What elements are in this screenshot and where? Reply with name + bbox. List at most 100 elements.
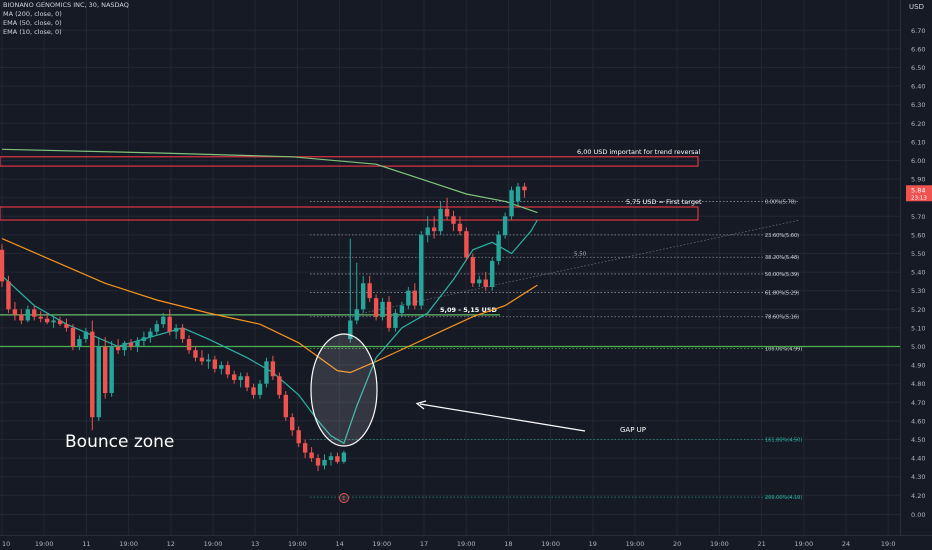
candle-body <box>173 327 179 332</box>
candle <box>83 327 89 343</box>
candle <box>296 426 301 447</box>
annotations[interactable]: Bounce zone GAP UP 5,50 E <box>65 252 646 503</box>
candle-body <box>225 365 230 375</box>
time-tick-label: 12 <box>167 540 175 548</box>
candle <box>438 201 443 235</box>
candle <box>451 210 456 232</box>
candle <box>509 186 514 221</box>
candle-body <box>77 339 82 347</box>
candle <box>464 227 469 261</box>
time-tick-label: 20 <box>673 540 681 548</box>
candle-body <box>6 281 11 310</box>
candle <box>457 216 463 235</box>
currency-label: USD <box>909 3 924 11</box>
price-tick-label: 6.60 <box>911 45 925 53</box>
candle <box>302 439 308 459</box>
legend-ema50[interactable]: EMA (50, close, 0) <box>3 19 62 27</box>
candle <box>122 340 127 356</box>
price-tick-label: 6.40 <box>911 83 925 91</box>
candle-body <box>148 331 153 338</box>
candle-body <box>309 452 314 459</box>
candle <box>412 283 417 310</box>
legend-ma200[interactable]: MA (200, close, 0) <box>3 10 62 18</box>
candle-body <box>496 234 501 261</box>
price-tick-label: 4.90 <box>911 362 925 370</box>
price-tick-label: 5.90 <box>911 176 925 184</box>
candle-body <box>199 357 205 362</box>
candle-body <box>44 318 50 323</box>
candle <box>19 309 24 325</box>
candle <box>264 357 269 388</box>
candle-body <box>431 227 437 232</box>
candle <box>90 320 95 431</box>
price-tick-label: 5.00 <box>911 343 925 351</box>
candle <box>341 450 347 464</box>
legend-symbol[interactable]: BIONANO GENOMICS INC, 30, NASDAQ <box>3 1 129 9</box>
candle-body <box>354 309 359 321</box>
candle-body <box>64 324 69 328</box>
fib-label: 200.00%(4.19) <box>765 495 802 501</box>
candle <box>483 272 488 291</box>
candle-body <box>96 346 101 418</box>
candle <box>348 238 353 343</box>
candle <box>367 275 372 302</box>
candle <box>328 452 334 466</box>
candle-body <box>399 305 405 314</box>
candle <box>393 309 398 332</box>
gap-up-arrowhead <box>415 400 427 410</box>
ma-line-1 <box>1 238 538 374</box>
candle <box>232 370 237 384</box>
fibonacci-retracement[interactable]: 0.00%(5.78) 23.60%(5.60) 38.20%(5.48) 50.00… <box>310 199 802 501</box>
resistance-zone-575 <box>0 206 699 221</box>
candle <box>490 257 495 291</box>
candle-body <box>335 456 340 462</box>
mid-label-550: 5,50 <box>574 252 587 258</box>
candle-body <box>161 316 166 325</box>
candle-body <box>244 376 250 388</box>
time-tick-label: 19:00 <box>457 540 476 548</box>
candle-body <box>328 456 334 460</box>
candles <box>0 182 527 472</box>
time-tick-label: 19:00 <box>626 540 645 548</box>
candle-body <box>83 331 89 340</box>
candle-body <box>361 283 366 310</box>
candle-body <box>270 361 276 377</box>
candle-body <box>296 430 301 444</box>
horizontal-levels[interactable]: 6,00 USD important for trend reversal 5,7… <box>0 148 900 348</box>
candle-body <box>12 309 18 315</box>
candle <box>257 379 263 399</box>
time-tick-label: 19:00 <box>541 540 560 548</box>
price-tick-label: 5.70 <box>911 213 925 221</box>
candle <box>57 316 63 327</box>
candle <box>135 337 140 353</box>
fib-label: 50.00%(5.39) <box>765 272 799 278</box>
price-tick-label: 0.00 <box>911 511 925 519</box>
gap-up-arrow <box>419 403 586 432</box>
candle <box>290 413 295 436</box>
candle-body <box>412 290 417 306</box>
candle <box>103 337 108 399</box>
candle <box>77 335 82 351</box>
candle <box>38 311 43 323</box>
candle <box>199 350 205 366</box>
price-tick-label: 4.50 <box>911 436 925 444</box>
candle <box>496 231 501 265</box>
price-tick-label: 4.60 <box>911 417 925 425</box>
candle <box>25 305 30 323</box>
candle-body <box>70 327 76 347</box>
candle <box>6 275 11 314</box>
candle-body <box>135 340 140 347</box>
time-tick-label: 19:00 <box>710 540 729 548</box>
candle <box>115 339 121 354</box>
legend-ema10[interactable]: EMA (10, close, 0) <box>3 28 62 36</box>
time-tick-label: 24 <box>842 540 850 548</box>
candle <box>70 324 76 351</box>
gap-up-label: GAP UP <box>620 426 646 434</box>
candle <box>167 309 172 336</box>
candle-body <box>502 216 508 235</box>
time-tick-label: 19:00 <box>288 540 307 548</box>
candle-body <box>154 324 159 332</box>
time-tick-label: 14 <box>335 540 343 548</box>
